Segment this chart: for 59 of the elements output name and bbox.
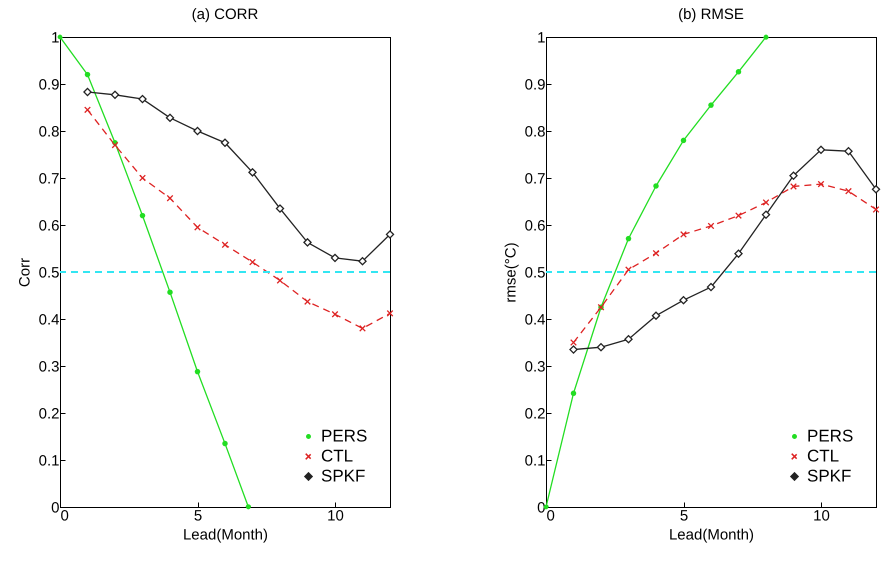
point (249, 258, 256, 266)
point (872, 206, 880, 213)
point (625, 266, 632, 274)
y-tick-label: 1 (51, 30, 60, 46)
legend-label: SPKF (321, 466, 366, 486)
point (762, 199, 770, 206)
point (194, 224, 201, 231)
y-axis-title: rmse(°C) (502, 242, 520, 303)
point (304, 298, 311, 306)
y-tick-label: 0.6 (38, 218, 60, 234)
y-axis-title: Corr (16, 258, 34, 288)
point (708, 222, 714, 230)
point (276, 277, 284, 284)
x-axis-title: Lead(Month) (182, 526, 268, 544)
legend-label: CTL (321, 446, 354, 466)
y-tick-label: 0.5 (38, 264, 60, 282)
chart-title: (b) RMSE (678, 6, 744, 23)
y-tick-label: 0.7 (524, 170, 546, 188)
point (84, 106, 91, 114)
point (735, 212, 742, 220)
y-tick-label: 0.3 (38, 358, 60, 376)
y-tick-label: 0.4 (524, 312, 546, 328)
y-tick-label: 0.4 (38, 312, 60, 328)
legend-label: SPKF (807, 466, 852, 486)
point (112, 142, 118, 149)
point (222, 241, 228, 248)
point (680, 230, 687, 238)
point (818, 180, 824, 188)
legend-label: CTL (807, 446, 840, 466)
point (386, 310, 394, 317)
point (139, 174, 146, 182)
x-tick-label: 5 (194, 508, 202, 524)
y-tick-label: 0.1 (38, 452, 60, 470)
y-tick-label: 0.8 (524, 124, 546, 140)
y-tick-label: 0.5 (524, 264, 546, 282)
point (652, 250, 660, 257)
point (570, 339, 577, 346)
y-tick-label: 0.3 (524, 358, 546, 376)
legend-label: PERS (807, 426, 854, 446)
point (845, 188, 852, 195)
point (332, 310, 338, 318)
x-axis-title: Lead(Month) (668, 526, 754, 544)
x-tick-label: 10 (327, 508, 344, 524)
y-tick-label: 0.7 (38, 170, 60, 188)
x-tick-label: 10 (813, 508, 830, 524)
legend-label: PERS (321, 426, 368, 446)
y-tick-label: 0.9 (524, 76, 546, 94)
y-tick-label: 0.2 (524, 406, 546, 422)
point (790, 183, 797, 190)
y-tick-label: 0.1 (524, 452, 546, 470)
y-tick-label: 1 (537, 30, 546, 46)
y-tick-label: 0.2 (38, 406, 60, 422)
point (359, 324, 366, 332)
point (166, 194, 174, 202)
y-tick-label: 0.9 (38, 76, 60, 94)
x-tick-label: 5 (680, 508, 688, 524)
y-tick-label: 0.8 (38, 124, 60, 140)
chart-title: (a) CORR (192, 6, 258, 23)
y-tick-label: 0.6 (524, 218, 546, 234)
